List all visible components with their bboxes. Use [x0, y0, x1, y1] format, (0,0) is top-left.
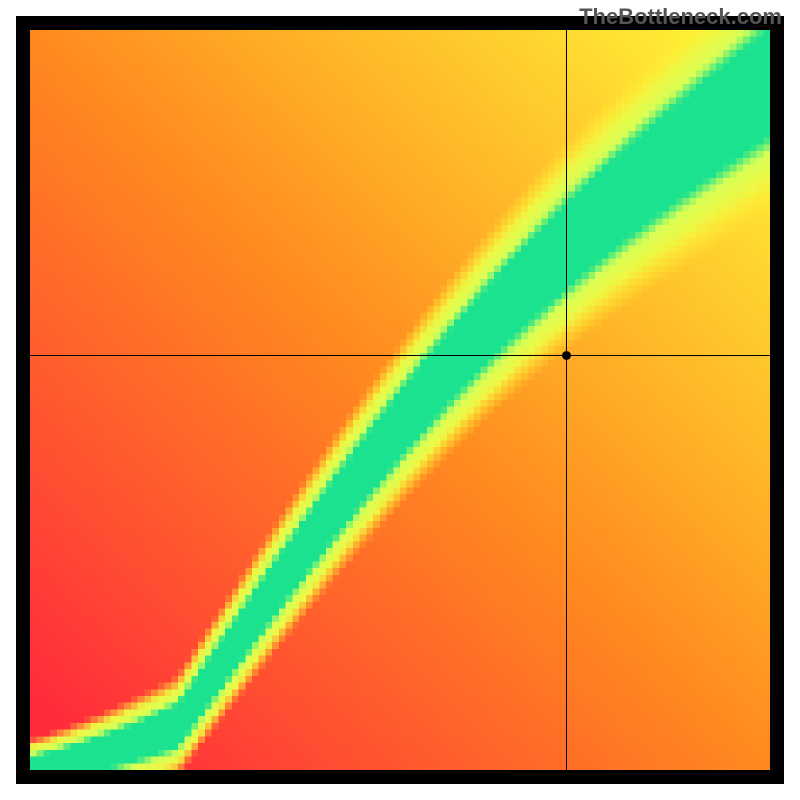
- heatmap-canvas: [30, 30, 770, 770]
- crosshair-vertical: [566, 30, 567, 770]
- watermark-text: TheBottleneck.com: [579, 4, 782, 30]
- border-right: [770, 16, 784, 784]
- border-bottom: [16, 770, 784, 784]
- crosshair-horizontal: [30, 355, 770, 356]
- border-left: [16, 16, 30, 784]
- chart-container: TheBottleneck.com: [0, 0, 800, 800]
